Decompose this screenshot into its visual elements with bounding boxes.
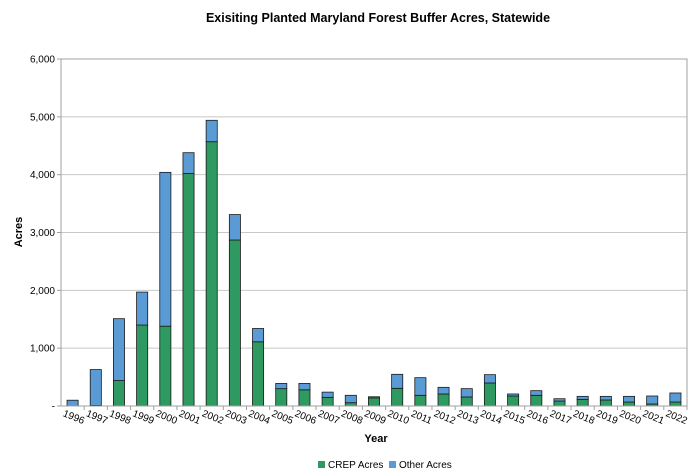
x-tick-label: 2004 [247,408,272,427]
bar-crep-2009 [368,397,380,407]
bar-other-2018 [576,395,589,400]
x-tick-label: 2005 [270,408,295,427]
bar-other-2021 [646,395,659,405]
x-tick-label: 2017 [548,408,573,427]
x-tick-label: 2009 [363,408,388,427]
x-tick-label: 2022 [664,408,689,427]
x-tick-label: 2001 [177,408,202,427]
bar-other-2009 [368,396,380,399]
legend-label-other: Other Acres [399,460,452,471]
bar-other-2017 [553,398,566,402]
x-tick-label: 2003 [223,408,248,427]
gridlines [61,58,687,349]
x-tick-label: 1997 [84,408,109,427]
bar-crep-2020 [623,401,636,407]
plot-frame [60,58,688,407]
y-tick-label: 6,000 [30,55,55,66]
x-tick-label: 2014 [478,408,503,427]
x-tick-label: 2002 [200,408,225,427]
bar-crep-2012 [437,393,450,407]
bar-other-2000 [159,171,172,327]
bar-crep-2011 [414,394,427,407]
bar-other-2015 [507,393,520,397]
bar-other-2007 [321,391,334,398]
x-tick-label: 2018 [571,408,596,427]
bar-crep-2013 [460,396,473,407]
bar-crep-2022 [669,401,682,407]
y-tick-label: 4,000 [30,170,55,181]
bar-other-2006 [298,383,311,391]
y-tick-label: 1,000 [30,344,55,355]
bar-other-1998 [112,318,125,381]
bar-other-2001 [182,152,195,174]
bar-crep-2014 [483,382,496,407]
x-tick-label: 1999 [131,408,156,427]
bars [66,119,682,407]
bar-crep-2007 [321,396,334,407]
x-axis-label: Year [364,433,388,445]
x-tick-label: 2008 [339,408,364,427]
bar-other-1996 [66,399,79,407]
x-tick-label: 2000 [154,408,179,427]
bar-other-2020 [623,395,636,403]
bar-crep-2015 [507,395,520,407]
bar-crep-2018 [576,398,589,407]
bar-other-2011 [414,377,427,396]
legend: CREP Acres Other Acres [318,460,452,471]
y-tick-label: 3,000 [30,228,55,239]
bar-other-1997 [89,369,102,406]
bar-other-1999 [136,291,149,326]
bar-crep-2003 [228,239,241,407]
bar-other-2004 [252,328,265,343]
bar-other-2002 [205,119,218,143]
x-tick-label: 2013 [455,408,480,427]
bar-crep-2019 [599,399,612,407]
y-tick-label: 2,000 [30,286,55,297]
bar-crep-2005 [275,388,288,407]
x-tick-label: 1996 [61,408,86,427]
x-tick-label: 1998 [108,408,133,427]
bar-other-2019 [599,395,612,401]
bar-crep-2016 [530,394,543,407]
bar-crep-2004 [252,341,265,407]
bar-crep-2001 [182,173,195,407]
x-axis-ticks: 1996199719981999200020012002200320042005… [61,406,689,427]
bar-crep-2006 [298,389,311,407]
x-tick-label: 2010 [386,408,411,427]
bar-other-2003 [228,214,241,241]
y-axis-label: Acres [13,217,25,248]
x-tick-label: 2019 [594,408,619,427]
x-tick-label: 2007 [316,408,341,427]
bar-other-2022 [669,392,682,403]
bar-crep-2017 [553,400,566,407]
bar-crep-1998 [112,380,125,407]
y-tick-label: - [52,402,55,413]
bar-other-2012 [437,386,450,395]
y-axis-ticks: - 1,000 2,000 3,000 4,000 5,000 6,000 [30,55,61,413]
bar-crep-2000 [159,325,172,407]
x-tick-label: 2011 [409,409,433,427]
legend-label-crep: CREP Acres [328,460,383,471]
bar-other-2013 [460,388,473,398]
bar-other-2008 [344,394,357,404]
bar-crep-2010 [391,387,404,407]
legend-swatch-other [389,461,396,468]
x-tick-label: 2016 [525,408,550,427]
bar-other-2005 [275,383,288,390]
bar-crep-2002 [205,141,218,407]
y-tick-label: 5,000 [30,112,55,123]
x-tick-label: 2015 [502,408,527,427]
x-tick-label: 2020 [618,408,643,427]
x-tick-label: 2006 [293,408,318,427]
x-tick-label: 2021 [641,408,666,427]
bar-other-2016 [530,390,543,396]
chart-title: Exisiting Planted Maryland Forest Buffer… [206,11,550,25]
x-tick-label: 2012 [432,408,457,427]
bar-crep-1999 [136,324,149,407]
legend-swatch-crep [318,461,325,468]
bar-other-2014 [483,374,496,384]
bar-other-2010 [391,373,404,389]
